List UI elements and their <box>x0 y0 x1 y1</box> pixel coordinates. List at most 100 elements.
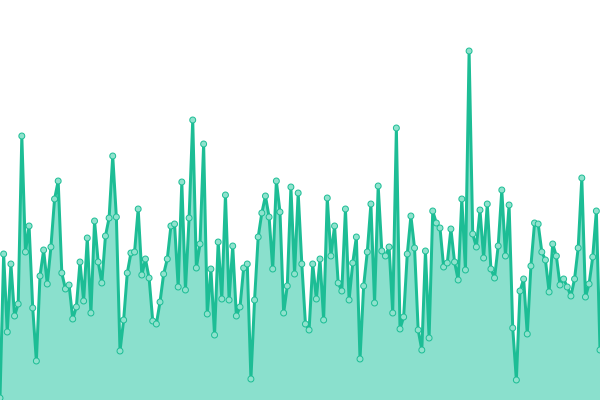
data-point <box>323 194 331 202</box>
data-point <box>411 244 419 252</box>
data-point <box>360 282 368 290</box>
data-point <box>523 330 531 338</box>
data-point <box>469 230 477 238</box>
data-point <box>341 205 349 213</box>
data-point <box>560 275 568 283</box>
data-point <box>40 246 48 254</box>
data-point <box>25 222 33 230</box>
data-point <box>309 260 317 268</box>
data-point <box>43 280 51 288</box>
data-point <box>258 209 266 217</box>
data-point <box>491 274 499 282</box>
data-point <box>425 334 433 342</box>
data-point <box>87 309 95 317</box>
data-point <box>538 248 546 256</box>
data-point <box>392 124 400 132</box>
data-point <box>3 328 11 336</box>
data-point <box>512 376 520 384</box>
data-point <box>567 292 575 300</box>
series-line <box>0 49 600 399</box>
data-point <box>534 220 542 228</box>
data-point <box>418 346 426 354</box>
data-point <box>421 247 429 255</box>
data-point <box>221 191 229 199</box>
data-point <box>461 266 469 274</box>
data-point <box>91 217 99 225</box>
data-point <box>356 355 364 363</box>
data-point <box>454 276 462 284</box>
data-point <box>32 357 40 365</box>
data-point <box>596 346 600 354</box>
data-point <box>156 298 164 306</box>
data-point <box>367 200 375 208</box>
data-point <box>54 177 62 185</box>
data-point <box>11 312 19 320</box>
data-point <box>352 233 360 241</box>
data-point <box>556 281 564 289</box>
data-point <box>581 293 589 301</box>
data-point <box>203 310 211 318</box>
data-point <box>432 219 440 227</box>
data-point <box>287 183 295 191</box>
data-point <box>414 326 422 334</box>
data-point <box>283 282 291 290</box>
data-point <box>509 324 517 332</box>
data-point <box>476 206 484 214</box>
data-point <box>371 299 379 307</box>
data-point <box>541 256 549 264</box>
data-point <box>101 232 109 240</box>
data-point <box>447 225 455 233</box>
data-point <box>331 222 339 230</box>
data-point <box>21 248 29 256</box>
data-point <box>545 288 553 296</box>
data-point <box>527 262 535 270</box>
data-point <box>105 214 113 222</box>
data-point <box>549 240 557 248</box>
data-point <box>80 297 88 305</box>
data-point <box>265 213 273 221</box>
data-point <box>7 260 15 268</box>
data-point <box>574 244 582 252</box>
data-point <box>291 270 299 278</box>
data-point <box>374 182 382 190</box>
data-point <box>189 116 197 124</box>
data-point <box>589 253 597 261</box>
data-point <box>29 304 37 312</box>
data-point <box>51 195 59 203</box>
data-point <box>472 243 480 251</box>
data-point <box>272 177 280 185</box>
data-point <box>251 296 259 304</box>
data-point <box>316 255 324 263</box>
data-point <box>18 132 26 140</box>
data-point <box>385 243 393 251</box>
data-point <box>214 238 222 246</box>
data-point <box>120 316 128 324</box>
data-point <box>14 300 22 308</box>
data-point <box>112 213 120 221</box>
data-point <box>47 243 55 251</box>
data-point <box>312 295 320 303</box>
data-point <box>494 242 502 250</box>
data-point <box>320 316 328 324</box>
data-point <box>483 200 491 208</box>
data-point <box>174 283 182 291</box>
data-point <box>69 315 77 323</box>
data-point <box>192 264 200 272</box>
data-point <box>196 240 204 248</box>
data-point <box>76 258 84 266</box>
data-point <box>65 281 73 289</box>
data-point <box>305 326 313 334</box>
data-point <box>247 375 255 383</box>
data-point <box>443 259 451 267</box>
data-point <box>396 325 404 333</box>
data-point <box>436 224 444 232</box>
data-point <box>269 265 277 273</box>
data-point <box>185 214 193 222</box>
data-point <box>218 295 226 303</box>
data-point <box>138 271 146 279</box>
data-point <box>578 174 586 182</box>
data-point <box>98 279 106 287</box>
data-point <box>389 309 397 317</box>
data-point <box>243 260 251 268</box>
data-point <box>0 250 8 258</box>
